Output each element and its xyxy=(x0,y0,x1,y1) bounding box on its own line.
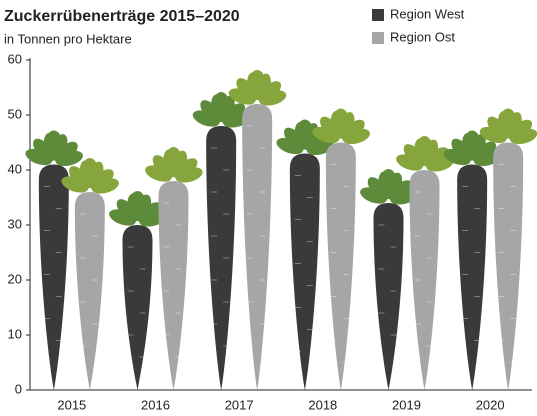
x-tick-label: 2019 xyxy=(392,397,421,412)
chart-title: Zuckerrübenerträge 2015–2020 xyxy=(4,8,240,25)
leaf xyxy=(426,156,454,172)
leaf xyxy=(416,136,433,160)
bar xyxy=(493,142,524,390)
beet xyxy=(192,92,251,390)
leaf xyxy=(249,70,266,94)
chart-subtitle: in Tonnen pro Hektare xyxy=(4,31,132,46)
beet xyxy=(145,147,203,390)
leaf xyxy=(296,119,313,144)
bar xyxy=(373,203,404,390)
x-tick-label: 2015 xyxy=(57,397,86,412)
legend-swatch xyxy=(372,9,384,21)
leaf xyxy=(342,128,370,145)
y-tick-label: 50 xyxy=(8,106,22,121)
leaf xyxy=(175,167,203,183)
y-tick-label: 60 xyxy=(8,51,22,66)
x-tick-label: 2016 xyxy=(141,397,170,412)
bar xyxy=(457,164,488,390)
y-tick-label: 10 xyxy=(8,326,22,341)
leaf xyxy=(464,130,481,155)
leaf xyxy=(332,108,349,133)
x-tick-label: 2017 xyxy=(225,397,254,412)
legend-label: Region West xyxy=(390,6,465,21)
bar xyxy=(242,104,273,390)
y-tick-label: 40 xyxy=(8,161,22,176)
leaf xyxy=(213,92,230,116)
legend-label: Region Ost xyxy=(390,29,455,44)
bar xyxy=(122,225,153,390)
legend-swatch xyxy=(372,32,384,44)
beet xyxy=(443,130,502,390)
bar xyxy=(74,192,105,390)
leaf xyxy=(45,130,62,155)
leaf xyxy=(258,90,287,106)
y-tick-label: 0 xyxy=(15,381,22,396)
leaf xyxy=(129,191,146,215)
y-tick-label: 30 xyxy=(8,216,22,231)
x-tick-label: 2018 xyxy=(308,397,337,412)
beet xyxy=(396,136,454,390)
beet xyxy=(109,191,167,390)
x-tick-label: 2020 xyxy=(476,397,505,412)
beet xyxy=(479,108,537,390)
beet xyxy=(276,119,334,390)
leaf xyxy=(500,108,517,133)
beet xyxy=(312,108,370,390)
bar xyxy=(38,164,69,390)
leaf xyxy=(55,150,83,167)
bar xyxy=(289,153,320,390)
leaf xyxy=(91,178,119,194)
leaf xyxy=(509,128,537,145)
bar xyxy=(409,170,440,390)
bar xyxy=(325,142,356,390)
leaf xyxy=(81,158,98,182)
leaf xyxy=(380,169,397,193)
beet xyxy=(61,158,119,390)
bar xyxy=(206,126,237,390)
beet xyxy=(25,130,83,390)
beet xyxy=(228,70,287,390)
y-tick-label: 20 xyxy=(8,271,22,286)
leaf xyxy=(165,147,182,171)
bar xyxy=(158,181,189,390)
